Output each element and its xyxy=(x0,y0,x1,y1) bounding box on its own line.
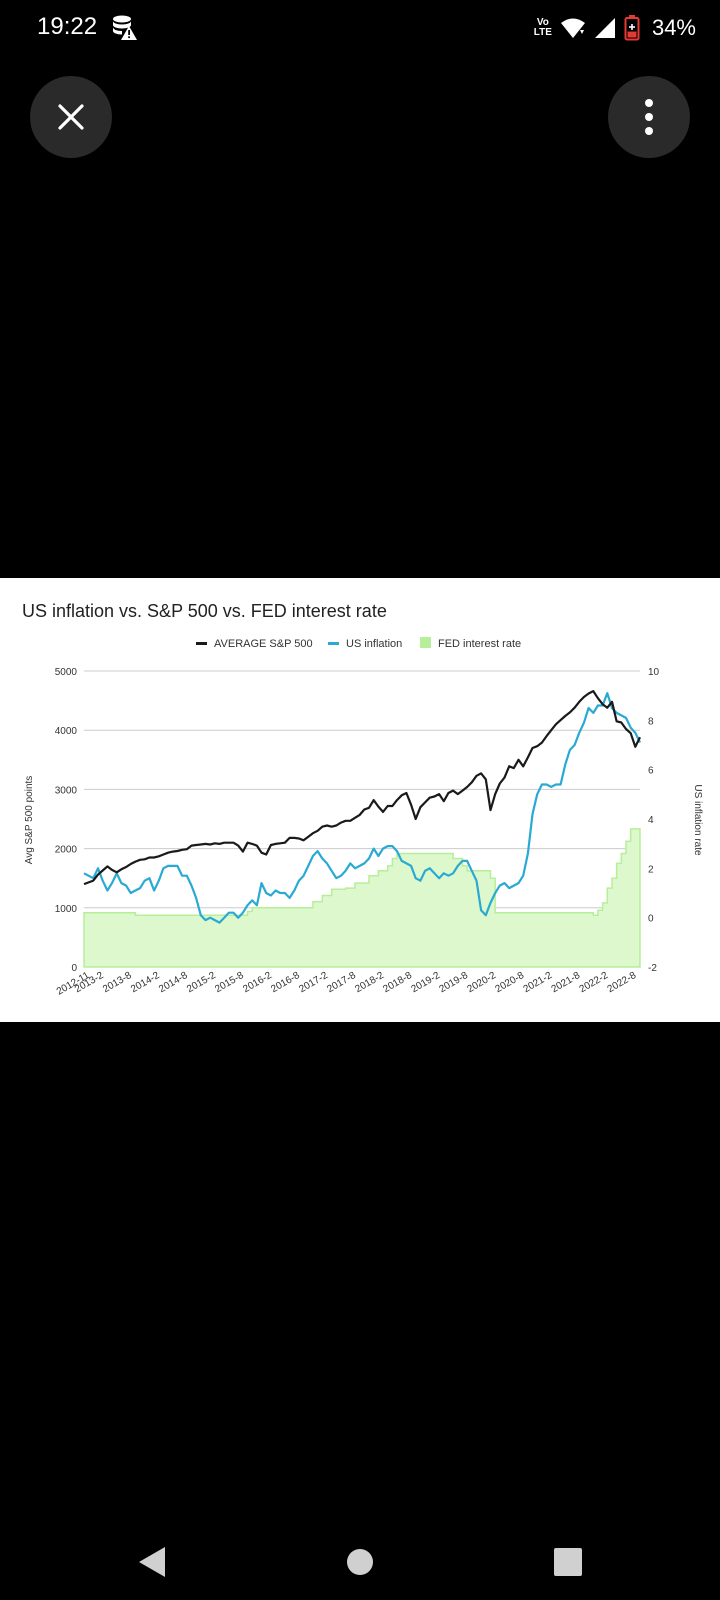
signal-icon xyxy=(594,18,615,38)
volte-icon: Vo LTE xyxy=(533,17,552,38)
x-tick-label: 2016-2 xyxy=(241,970,274,995)
close-button[interactable] xyxy=(30,76,112,158)
y2-tick-label: 6 xyxy=(648,766,654,777)
legend-swatch-2 xyxy=(420,637,431,648)
back-icon xyxy=(139,1547,165,1577)
x-tick-label: 2022-8 xyxy=(606,970,639,995)
x-tick-label: 2015-8 xyxy=(213,970,246,995)
legend-label-2: FED interest rate xyxy=(438,638,521,650)
legend-swatch-0 xyxy=(196,642,207,645)
chart-title: US inflation vs. S&P 500 vs. FED interes… xyxy=(22,601,387,621)
y-tick-label: 2000 xyxy=(55,845,78,856)
y2-tick-label: 8 xyxy=(648,716,654,727)
navigation-bar xyxy=(0,1520,720,1600)
legend-label-0: AVERAGE S&P 500 xyxy=(214,638,313,650)
x-tick-label: 2013-8 xyxy=(101,970,134,995)
x-tick-label: 2020-2 xyxy=(466,970,499,995)
sp500-line xyxy=(83,689,641,886)
x-tick-label: 2021-2 xyxy=(522,970,555,995)
legend-swatch-1 xyxy=(328,642,339,645)
home-icon xyxy=(347,1549,373,1575)
y2-tick-label: 2 xyxy=(648,864,654,875)
y2-tick-label: -2 xyxy=(648,963,657,974)
x-tick-label: 2018-8 xyxy=(381,970,414,995)
y-tick-label: 5000 xyxy=(55,667,78,678)
x-tick-label: 2014-2 xyxy=(129,970,162,995)
x-tick-label: 2016-8 xyxy=(269,970,302,995)
x-tick-label: 2020-8 xyxy=(494,970,527,995)
x-tick-label: 2021-8 xyxy=(550,970,583,995)
x-tick-label: 2019-8 xyxy=(437,970,470,995)
status-bar: 19:22 Vo LTE 34% xyxy=(0,0,720,56)
x-tick-label: 2014-8 xyxy=(157,970,190,995)
battery-icon xyxy=(624,15,640,41)
y-tick-label: 4000 xyxy=(55,726,78,737)
chart-image[interactable]: US inflation vs. S&P 500 vs. FED interes… xyxy=(0,578,720,1022)
y-tick-label: 1000 xyxy=(55,904,78,915)
close-icon xyxy=(58,104,84,130)
y-axis-title: Avg S&P 500 points xyxy=(24,776,35,865)
fed-interest-rate-area xyxy=(83,828,641,968)
home-button[interactable] xyxy=(340,1542,380,1582)
x-tick-label: 2017-8 xyxy=(325,970,358,995)
database-warning-icon xyxy=(113,15,137,40)
x-tick-label: 2022-2 xyxy=(578,970,611,995)
y-tick-label: 3000 xyxy=(55,785,78,796)
battery-percent: 34% xyxy=(651,15,696,40)
y2-tick-label: 4 xyxy=(648,815,654,826)
x-tick-label: 2017-2 xyxy=(297,970,330,995)
y2-tick-label: 0 xyxy=(648,914,654,925)
x-tick-label: 2018-2 xyxy=(353,970,386,995)
wifi-icon xyxy=(560,18,585,38)
more-vert-icon xyxy=(645,99,653,135)
status-icons: Vo LTE 34% xyxy=(534,12,696,44)
status-time: 19:22 xyxy=(37,13,98,40)
more-options-button[interactable] xyxy=(608,76,690,158)
legend-label-1: US inflation xyxy=(346,638,402,650)
y2-axis-title: US inflation rate xyxy=(692,784,703,856)
x-tick-label: 2019-2 xyxy=(409,970,442,995)
combo-chart: US inflation vs. S&P 500 vs. FED interes… xyxy=(22,601,703,998)
recents-icon xyxy=(554,1548,582,1576)
us-inflation-line xyxy=(83,692,641,924)
back-button[interactable] xyxy=(132,1542,172,1582)
x-tick-label: 2015-2 xyxy=(185,970,218,995)
y-tick-label: 0 xyxy=(71,963,77,974)
recents-button[interactable] xyxy=(548,1542,588,1582)
y2-tick-label: 10 xyxy=(648,667,660,678)
